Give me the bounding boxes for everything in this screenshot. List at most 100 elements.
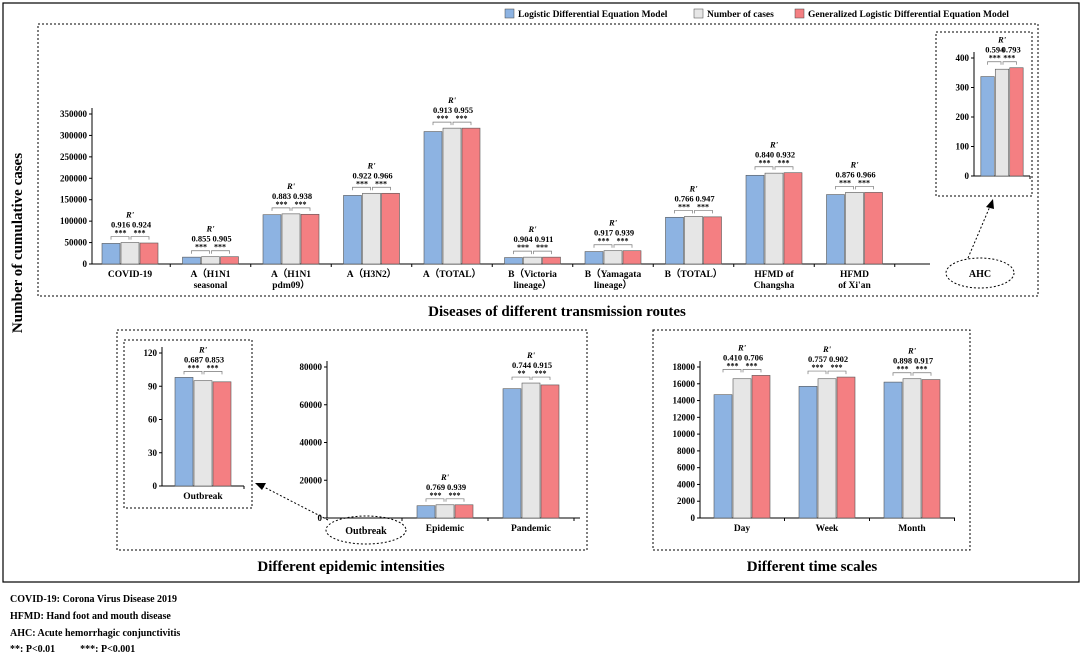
time-y-tick-label: 2000 [677, 496, 696, 506]
routes-x-tick-label: A（H1N1 [190, 268, 230, 280]
intensities-significance-label: ** [518, 369, 526, 378]
routes-r-value: 0.947 [695, 193, 715, 203]
routes-bar [201, 256, 220, 265]
routes-bar [139, 242, 159, 265]
routes-bracket [271, 207, 291, 211]
routes-significance-label: *** [697, 202, 709, 211]
outbreak-bar [212, 381, 232, 487]
routes-bar [584, 251, 604, 265]
time-r-symbol: R' [907, 346, 917, 356]
routes-y-tick-label: 150000 [60, 195, 88, 205]
ahc-callout-arrowhead [986, 199, 994, 209]
routes-r-value: 0.911 [535, 234, 554, 244]
ahc-r-value: 0.793 [1002, 45, 1021, 55]
time-bracket [827, 370, 847, 375]
routes-y-tick-label: 50000 [65, 238, 88, 248]
intensities-r-value: 0.939 [447, 482, 466, 492]
ahc-y-tick-label: 300 [956, 83, 970, 93]
time-y-tick-label: 8000 [677, 446, 696, 456]
outer-frame [2, 2, 1080, 583]
time-significance-label: *** [897, 365, 909, 374]
time-bar [836, 376, 856, 519]
routes-bracket [452, 121, 472, 126]
routes-bar [845, 192, 864, 265]
routes-significance-label: *** [678, 202, 690, 211]
intensities-panel-title: Different epidemic intensities [257, 559, 444, 575]
routes-significance-label: *** [375, 179, 387, 188]
outbreak-x-tick-label: Outbreak [183, 492, 223, 502]
routes-r-value: 0.939 [615, 228, 634, 238]
routes-bar [343, 195, 362, 265]
routes-bracket [352, 186, 371, 191]
routes-bracket [754, 166, 774, 170]
routes-x-tick-label: HFMD [840, 270, 869, 280]
routes-significance-label: *** [858, 178, 870, 187]
routes-y-tick-label: 100000 [60, 216, 88, 226]
routes-x-tick-label: A（H3N2） [347, 268, 397, 280]
routes-bracket [432, 121, 452, 126]
routes-x-tick-label: seasonal [194, 281, 228, 291]
intensities-r-value: 0.915 [533, 360, 552, 370]
routes-x-tick-label: of Xi'an [838, 281, 871, 291]
time-r-value: 0.410 [723, 352, 742, 362]
ahc-bracket [987, 61, 1002, 65]
time-significance-label: *** [746, 361, 758, 370]
routes-bracket [835, 186, 854, 190]
routes-bar [300, 213, 320, 265]
time-bar [751, 375, 771, 519]
footnote-ahc: AHC: Acute hemorrhagic conjunctivitis [10, 628, 181, 639]
time-y-tick-label: 0 [691, 513, 696, 523]
routes-significance-label: *** [134, 229, 146, 238]
routes-bracket [110, 236, 130, 240]
routes-significance-label: *** [536, 243, 548, 252]
intensities-y-tick-label: 40000 [300, 438, 323, 448]
time-r-symbol: R' [737, 342, 747, 352]
routes-bracket [774, 166, 794, 170]
ahc-inset-frame [935, 31, 1033, 197]
time-r-value: 0.757 [808, 354, 828, 364]
outbreak-callout-ellipse [325, 515, 407, 545]
intensities-bar [540, 384, 560, 519]
routes-significance-label: *** [517, 243, 529, 252]
outbreak-bar [193, 380, 213, 487]
routes-bar [783, 172, 803, 265]
ahc-significance-label: *** [1003, 54, 1015, 63]
routes-bar [423, 131, 443, 265]
intensities-y-tick-label: 0 [318, 513, 323, 523]
intensities-y-tick-label: 20000 [300, 475, 323, 485]
routes-bar [764, 172, 784, 265]
time-bracket [807, 370, 827, 375]
time-bracket [742, 369, 762, 373]
routes-r-symbol: R' [527, 224, 537, 234]
ahc-significance-label: *** [989, 54, 1001, 63]
time-panel-title: Different time scales [747, 559, 878, 575]
routes-bracket [533, 250, 552, 255]
time-significance-label: *** [831, 363, 843, 372]
routes-r-symbol: R' [688, 183, 698, 193]
intensities-panel-frame [116, 329, 588, 551]
routes-r-symbol: R' [849, 159, 859, 169]
legend-label-logistic: Logistic Differential Equation Model [518, 10, 668, 20]
routes-x-tick-label: lineage） [514, 279, 552, 291]
ahc-callout-arrow [967, 203, 992, 259]
ahc-callout-label: AHC [969, 269, 991, 280]
outbreak-y-tick-label: 60 [148, 415, 158, 425]
footnote-significance: **: P<0.01 ***: P<0.001 [10, 644, 136, 655]
legend-swatch-generalized [794, 8, 805, 19]
charts-layer: 0500001000001500002000002500003000003500… [60, 35, 1031, 534]
time-y-tick-label: 4000 [677, 479, 696, 489]
routes-significance-label: *** [295, 200, 307, 209]
legend: Logistic Differential Equation Model Num… [504, 8, 1009, 20]
outbreak-significance-label: *** [207, 363, 219, 372]
ahc-y-tick-label: 100 [956, 142, 970, 152]
routes-bracket [372, 186, 391, 191]
footnote-hfmd: HFMD: Hand foot and mouth disease [10, 611, 171, 622]
legend-label-generalized: Generalized Logistic Differential Equati… [808, 10, 1009, 20]
routes-bar [864, 192, 883, 265]
routes-x-tick-label: A（TOTAL） [423, 268, 481, 280]
routes-r-value: 0.766 [674, 193, 693, 203]
routes-panel-title: Diseases of different transmission route… [428, 304, 686, 320]
outbreak-bracket [203, 371, 223, 375]
outbreak-y-tick-label: 90 [148, 381, 158, 391]
routes-x-tick-label: B（Victoria [508, 268, 557, 280]
